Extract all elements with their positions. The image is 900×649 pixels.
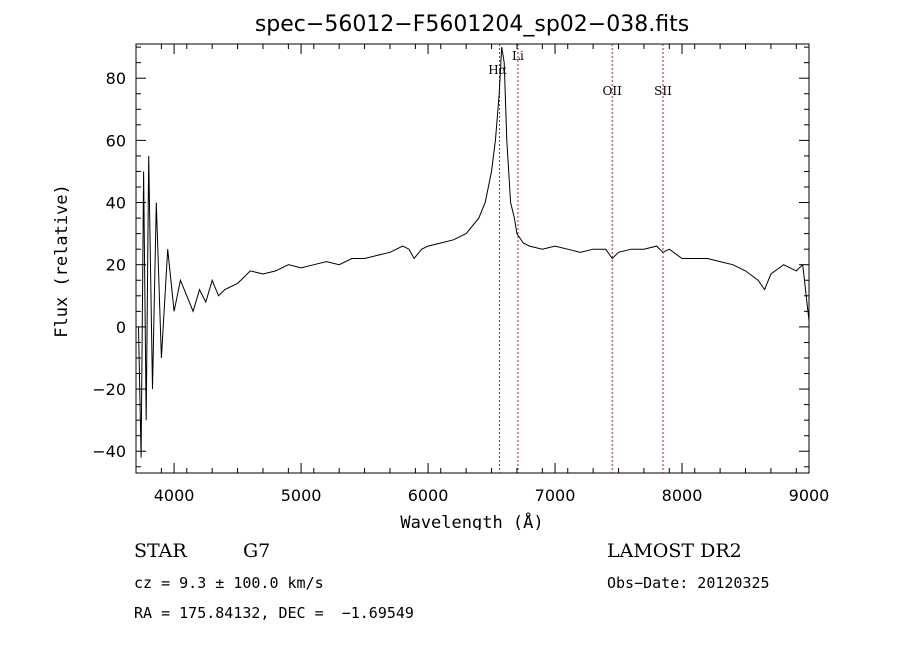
- coordinates-text: RA = 175.84132, DEC = −1.69549: [134, 604, 414, 622]
- object-class: STAR: [134, 540, 187, 562]
- emission-line-label: SII: [654, 84, 672, 98]
- x-tick-label: 7000: [535, 486, 576, 505]
- redshift-text: cz = 9.3 ± 100.0 km/s: [134, 574, 324, 592]
- y-tick-label: −40: [92, 442, 126, 461]
- chart-title: spec−56012−F5601204_sp02−038.fits: [255, 12, 689, 37]
- x-tick-label: 9000: [789, 486, 830, 505]
- spectrum-line: [138, 47, 810, 458]
- spectrum-chart: spec−56012−F5601204_sp02−038.fits 4000 50…: [52, 12, 830, 530]
- x-axis-title: Wavelength (Å): [400, 511, 543, 530]
- survey-name: LAMOST DR2: [607, 540, 742, 562]
- obs-date-text: Obs−Date: 20120325: [607, 574, 770, 592]
- x-tick-label: 5000: [281, 486, 322, 505]
- emission-line-label: Li: [512, 49, 524, 63]
- y-tick-label: 40: [106, 194, 126, 213]
- x-tick-label: 6000: [408, 486, 449, 505]
- y-tick-label: −20: [92, 380, 126, 399]
- x-tick-label: 4000: [154, 486, 195, 505]
- y-tick-label: 20: [106, 256, 126, 275]
- emission-line-label: OII: [603, 84, 623, 98]
- emission-line-label: Hα: [488, 63, 507, 77]
- object-subclass: G7: [243, 540, 271, 562]
- x-tick-label: 8000: [662, 486, 703, 505]
- y-tick-label: 80: [106, 69, 126, 88]
- y-tick-label: 60: [106, 131, 126, 150]
- plot-frame: [135, 43, 810, 474]
- y-tick-label: 0: [116, 318, 126, 337]
- y-axis-title: Flux (relative): [52, 184, 72, 338]
